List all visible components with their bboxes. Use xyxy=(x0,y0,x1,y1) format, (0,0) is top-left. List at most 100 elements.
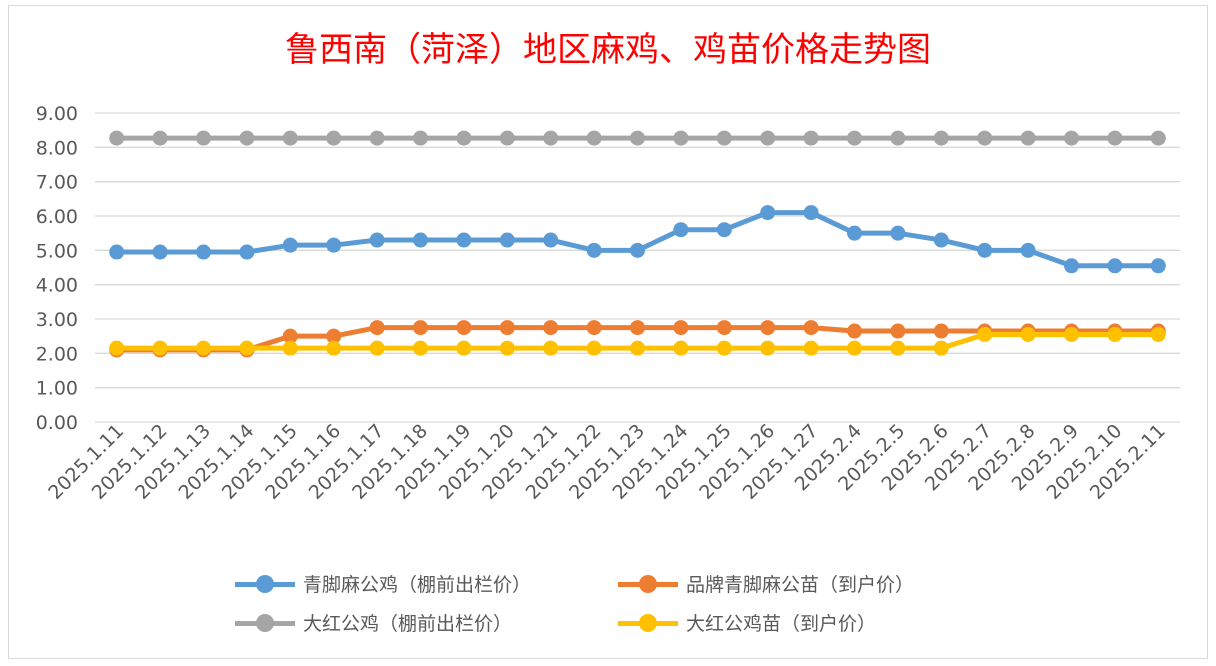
data-point xyxy=(933,130,949,146)
data-point xyxy=(109,340,125,356)
data-point xyxy=(499,340,515,356)
y-tick-label: 5.00 xyxy=(36,240,78,262)
data-point xyxy=(673,320,689,336)
data-point xyxy=(499,130,515,146)
data-point xyxy=(152,130,168,146)
data-point xyxy=(456,130,472,146)
data-point xyxy=(803,320,819,336)
data-point xyxy=(413,340,428,356)
data-point xyxy=(673,222,689,238)
data-point xyxy=(239,340,255,356)
legend-label: 青脚麻公鸡（棚前出栏价） xyxy=(303,574,532,596)
data-point xyxy=(933,232,949,248)
data-point xyxy=(847,340,862,356)
legend-marker xyxy=(618,612,678,634)
data-point xyxy=(1064,258,1079,274)
data-point xyxy=(413,320,428,336)
legend-marker xyxy=(235,573,295,595)
data-point xyxy=(282,237,298,253)
data-point xyxy=(456,320,472,336)
data-point xyxy=(196,340,211,356)
data-point xyxy=(499,320,515,336)
data-point xyxy=(109,244,125,260)
data-point xyxy=(282,130,298,146)
data-point xyxy=(282,340,298,356)
data-point xyxy=(499,232,515,248)
data-point xyxy=(326,328,342,344)
y-tick-label: 2.00 xyxy=(36,343,78,365)
data-point xyxy=(326,130,342,146)
data-point xyxy=(369,130,385,146)
data-point xyxy=(413,130,428,146)
data-point xyxy=(760,340,776,356)
data-point xyxy=(543,320,559,336)
y-tick-label: 3.00 xyxy=(36,309,78,331)
legend-marker xyxy=(235,612,295,634)
data-point xyxy=(369,232,385,248)
data-point xyxy=(152,340,168,356)
data-point xyxy=(760,130,776,146)
data-point xyxy=(586,340,602,356)
y-tick-label: 9.00 xyxy=(36,103,78,125)
data-point xyxy=(1150,130,1166,146)
legend-label: 大红公鸡苗（到户价） xyxy=(686,613,877,635)
data-point xyxy=(630,130,645,146)
data-point xyxy=(239,244,255,260)
y-tick-label: 0.00 xyxy=(36,412,78,434)
data-point xyxy=(1020,326,1036,342)
data-point xyxy=(326,340,342,356)
data-point xyxy=(716,222,732,238)
data-point xyxy=(630,340,645,356)
data-point xyxy=(1107,258,1123,274)
data-point xyxy=(933,340,949,356)
data-point xyxy=(152,244,168,260)
data-point xyxy=(803,130,819,146)
data-point xyxy=(543,232,559,248)
legend-marker xyxy=(618,573,678,595)
data-point xyxy=(1064,130,1079,146)
data-point xyxy=(1020,130,1036,146)
data-point xyxy=(1150,326,1166,342)
data-point xyxy=(716,340,732,356)
data-point xyxy=(586,320,602,336)
data-point xyxy=(369,340,385,356)
data-point xyxy=(847,130,862,146)
legend-item-3: 大红公鸡苗（到户价） xyxy=(618,609,876,636)
data-point xyxy=(456,340,472,356)
data-point xyxy=(760,320,776,336)
data-point xyxy=(239,130,255,146)
legend-label: 大红公鸡（棚前出栏价） xyxy=(303,613,513,635)
data-point xyxy=(803,340,819,356)
data-point xyxy=(716,320,732,336)
y-tick-label: 7.00 xyxy=(36,172,78,194)
data-point xyxy=(1107,326,1123,342)
data-point xyxy=(933,323,949,339)
y-tick-label: 8.00 xyxy=(36,137,78,159)
data-point xyxy=(282,328,298,344)
data-point xyxy=(543,130,559,146)
data-point xyxy=(1150,258,1166,274)
data-point xyxy=(413,232,428,248)
data-point xyxy=(1064,326,1079,342)
data-point xyxy=(586,130,602,146)
y-tick-label: 4.00 xyxy=(36,275,78,297)
data-point xyxy=(673,340,689,356)
data-point xyxy=(673,130,689,146)
data-point xyxy=(977,242,993,258)
legend-item-2: 大红公鸡（棚前出栏价） xyxy=(235,609,512,636)
data-point xyxy=(760,205,776,221)
data-point xyxy=(890,340,906,356)
data-point xyxy=(1020,242,1036,258)
y-tick-label: 1.00 xyxy=(36,378,78,400)
data-point xyxy=(803,205,819,221)
data-point xyxy=(890,130,906,146)
data-point xyxy=(890,225,906,241)
data-point xyxy=(630,242,645,258)
data-point xyxy=(109,130,125,146)
data-point xyxy=(369,320,385,336)
data-point xyxy=(630,320,645,336)
data-point xyxy=(586,242,602,258)
data-point xyxy=(847,225,862,241)
data-point xyxy=(890,323,906,339)
